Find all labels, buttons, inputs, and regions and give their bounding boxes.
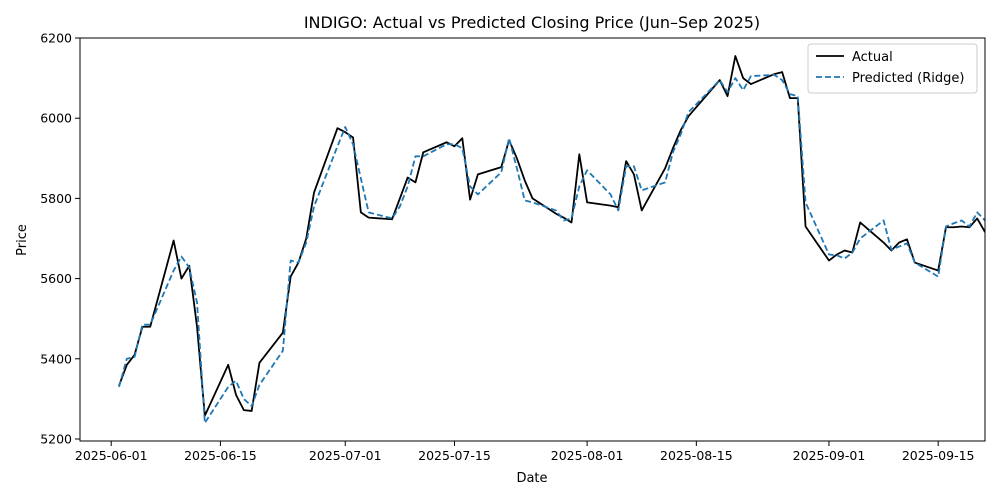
x-tick-label: 2025-08-01 bbox=[551, 448, 624, 463]
x-tick-label: 2025-06-15 bbox=[184, 448, 257, 463]
x-axis-label: Date bbox=[516, 471, 547, 486]
x-tick-label: 2025-08-15 bbox=[660, 448, 733, 463]
y-axis-label: Price bbox=[15, 224, 30, 256]
series-line-predicted-ridge bbox=[118, 73, 985, 424]
y-tick-label: 5400 bbox=[40, 351, 72, 366]
y-tick-label: 5800 bbox=[40, 191, 72, 206]
x-tick-label: 2025-07-01 bbox=[309, 448, 382, 463]
y-tick-label: 6000 bbox=[40, 111, 72, 126]
legend-label-predicted: Predicted (Ridge) bbox=[852, 71, 964, 86]
legend-label-actual: Actual bbox=[852, 50, 893, 65]
plot-area bbox=[118, 55, 985, 424]
y-tick-label: 6200 bbox=[40, 31, 72, 46]
y-tick-label: 5600 bbox=[40, 271, 72, 286]
x-tick-label: 2025-09-15 bbox=[902, 448, 975, 463]
series-line-actual bbox=[118, 55, 985, 417]
x-tick-label: 2025-06-01 bbox=[75, 448, 148, 463]
y-tick-label: 5200 bbox=[40, 431, 72, 446]
legend-box bbox=[807, 43, 978, 94]
legend: Actual Predicted (Ridge) bbox=[807, 43, 978, 94]
plot-frame bbox=[79, 37, 986, 442]
x-tick-label: 2025-09-01 bbox=[793, 448, 866, 463]
y-axis: 5200 5400 5600 5800 6000 6200 bbox=[40, 31, 80, 446]
chart-title: INDIGO: Actual vs Predicted Closing Pric… bbox=[304, 13, 760, 32]
x-tick-label: 2025-07-15 bbox=[418, 448, 491, 463]
series-layer bbox=[118, 55, 985, 424]
x-axis: 2025-06-01 2025-06-15 2025-07-01 2025-07-15… bbox=[75, 441, 975, 463]
